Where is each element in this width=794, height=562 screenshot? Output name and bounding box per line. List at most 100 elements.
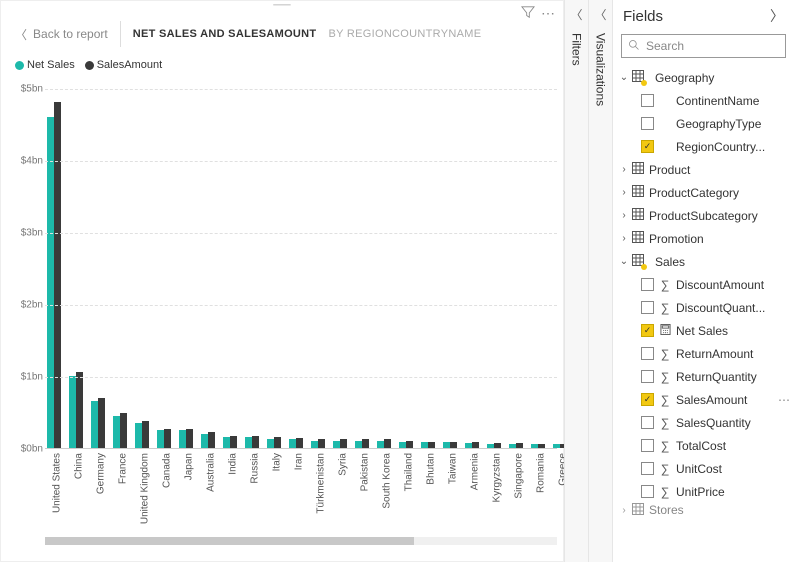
field-checkbox[interactable] — [641, 485, 654, 498]
field-node[interactable]: ∑ReturnAmount — [613, 342, 794, 365]
sales-amount-bar[interactable] — [516, 443, 523, 448]
field-node[interactable]: ∑UnitCost — [613, 457, 794, 480]
net-sales-bar[interactable] — [465, 443, 472, 448]
net-sales-bar[interactable] — [157, 430, 164, 448]
bar-group[interactable] — [355, 439, 375, 448]
bar-group[interactable] — [47, 102, 67, 448]
bar-group[interactable] — [91, 398, 111, 448]
net-sales-bar[interactable] — [355, 441, 362, 448]
field-checkbox[interactable] — [641, 439, 654, 452]
bar-group[interactable] — [135, 421, 155, 448]
scrollbar-thumb[interactable] — [45, 537, 414, 545]
horizontal-scrollbar[interactable] — [45, 537, 557, 545]
sales-amount-bar[interactable] — [472, 442, 479, 448]
sales-amount-bar[interactable] — [406, 441, 413, 448]
bar-group[interactable] — [421, 442, 441, 448]
net-sales-bar[interactable] — [333, 441, 340, 448]
sales-amount-bar[interactable] — [142, 421, 149, 448]
expand-icon[interactable]: › — [617, 210, 631, 221]
field-node[interactable]: ∑ReturnQuantity — [613, 365, 794, 388]
visualizations-pane-collapsed[interactable]: 〈 Visualizations — [588, 0, 612, 562]
sales-amount-bar[interactable] — [230, 436, 237, 448]
field-checkbox[interactable] — [641, 347, 654, 360]
net-sales-bar[interactable] — [179, 430, 186, 448]
collapse-fields-chevron-icon[interactable]: 〉 — [770, 6, 784, 26]
sales-amount-bar[interactable] — [186, 429, 193, 448]
net-sales-bar[interactable] — [443, 442, 450, 448]
sales-amount-bar[interactable] — [384, 439, 391, 448]
bar-group[interactable] — [69, 372, 89, 448]
net-sales-bar[interactable] — [113, 416, 120, 448]
sales-amount-bar[interactable] — [98, 398, 105, 448]
net-sales-bar[interactable] — [509, 444, 516, 448]
net-sales-bar[interactable] — [91, 401, 98, 448]
bar-group[interactable] — [465, 442, 485, 448]
sales-amount-bar[interactable] — [54, 102, 61, 448]
sales-amount-bar[interactable] — [252, 436, 259, 448]
net-sales-bar[interactable] — [267, 439, 274, 448]
table-node[interactable]: ›Promotion — [613, 227, 794, 250]
expand-icon[interactable]: › — [617, 505, 631, 516]
field-node[interactable]: ✓RegionCountry... — [613, 135, 794, 158]
bar-group[interactable] — [201, 432, 221, 448]
expand-filters-chevron-icon[interactable]: 〈 — [565, 0, 588, 23]
bar-group[interactable] — [157, 429, 177, 448]
table-node[interactable]: ⌄Geography — [613, 66, 794, 89]
filter-icon[interactable] — [521, 5, 535, 22]
table-node[interactable]: ›Product — [613, 158, 794, 181]
net-sales-bar[interactable] — [69, 376, 76, 448]
field-checkbox[interactable] — [641, 117, 654, 130]
sales-amount-bar[interactable] — [450, 442, 457, 448]
sales-amount-bar[interactable] — [296, 438, 303, 448]
expand-icon[interactable]: › — [617, 233, 631, 244]
table-node[interactable]: ›Stores — [613, 503, 794, 517]
sales-amount-bar[interactable] — [362, 439, 369, 448]
table-node[interactable]: ›ProductCategory — [613, 181, 794, 204]
collapse-icon[interactable]: ⌄ — [617, 72, 631, 83]
sales-amount-bar[interactable] — [538, 444, 545, 448]
net-sales-bar[interactable] — [289, 439, 296, 448]
field-checkbox[interactable] — [641, 370, 654, 383]
field-node[interactable]: ∑DiscountQuant... — [613, 296, 794, 319]
expand-icon[interactable]: › — [617, 164, 631, 175]
field-node[interactable]: ✓Net Sales — [613, 319, 794, 342]
field-checkbox[interactable] — [641, 278, 654, 291]
bar-group[interactable] — [223, 436, 243, 448]
net-sales-bar[interactable] — [47, 117, 54, 448]
net-sales-bar[interactable] — [135, 423, 142, 448]
back-to-report[interactable]: 〈 Back to report — [15, 26, 108, 43]
field-checkbox[interactable] — [641, 301, 654, 314]
field-node[interactable]: ∑DiscountAmount — [613, 273, 794, 296]
net-sales-bar[interactable] — [201, 434, 208, 448]
bar-group[interactable] — [487, 443, 507, 448]
bar-group[interactable] — [377, 439, 397, 448]
field-checkbox[interactable]: ✓ — [641, 324, 654, 337]
bar-group[interactable] — [179, 429, 199, 448]
sales-amount-bar[interactable] — [274, 437, 281, 448]
bar-group[interactable] — [399, 441, 419, 448]
drag-handle[interactable]: ⸺ — [1, 1, 563, 11]
net-sales-bar[interactable] — [531, 444, 538, 448]
net-sales-bar[interactable] — [223, 437, 230, 448]
bar-group[interactable] — [267, 437, 287, 448]
field-node[interactable]: ∑TotalCost — [613, 434, 794, 457]
field-more-icon[interactable]: ⋯ — [776, 393, 790, 407]
field-node[interactable]: ∑SalesQuantity — [613, 411, 794, 434]
sales-amount-bar[interactable] — [76, 372, 83, 448]
expand-icon[interactable]: › — [617, 187, 631, 198]
sales-amount-bar[interactable] — [340, 439, 347, 448]
table-node[interactable]: ›ProductSubcategory — [613, 204, 794, 227]
bar-group[interactable] — [509, 443, 529, 448]
net-sales-bar[interactable] — [553, 444, 560, 448]
field-node[interactable]: GeographyType — [613, 112, 794, 135]
bar-group[interactable] — [245, 436, 265, 448]
field-node[interactable]: ContinentName — [613, 89, 794, 112]
field-checkbox[interactable]: ✓ — [641, 393, 654, 406]
field-checkbox[interactable]: ✓ — [641, 140, 654, 153]
bar-group[interactable] — [311, 439, 331, 448]
sales-amount-bar[interactable] — [318, 439, 325, 448]
sales-amount-bar[interactable] — [120, 413, 127, 448]
field-node[interactable]: ✓∑SalesAmount⋯ — [613, 388, 794, 411]
field-checkbox[interactable] — [641, 416, 654, 429]
expand-viz-chevron-icon[interactable]: 〈 — [589, 0, 612, 23]
